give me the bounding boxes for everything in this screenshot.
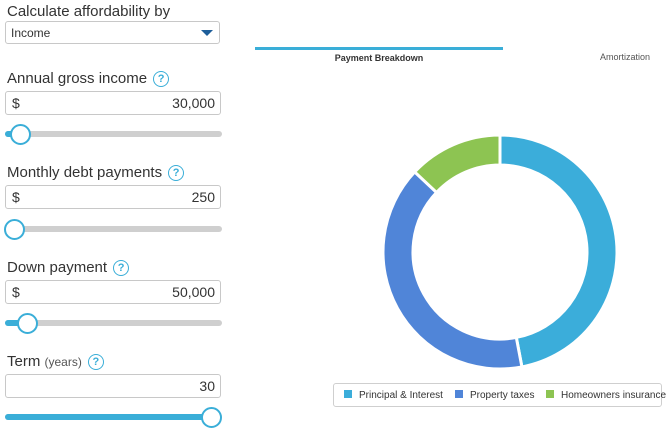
down-slider[interactable] xyxy=(5,313,222,334)
income-label: Annual gross income xyxy=(7,70,148,87)
term-unit: (years) xyxy=(44,355,82,369)
down-input[interactable]: $ 50,000 xyxy=(5,280,221,304)
currency-symbol: $ xyxy=(12,189,20,205)
debt-value: 250 xyxy=(191,189,215,205)
slider-thumb[interactable] xyxy=(10,124,32,145)
debt-slider[interactable] xyxy=(3,219,222,240)
debt-label: Monthly debt payments xyxy=(7,164,163,181)
chevron-down-icon xyxy=(201,30,213,36)
donut-slice-principal-interest[interactable] xyxy=(498,133,619,369)
legend-label: Principal & Interest xyxy=(359,390,443,401)
down-label: Down payment xyxy=(7,259,108,276)
legend-label: Property taxes xyxy=(470,390,535,401)
tab-payment-breakdown[interactable]: Payment Breakdown xyxy=(334,53,424,63)
term-slider[interactable] xyxy=(5,407,223,428)
help-icon[interactable]: ? xyxy=(153,71,170,87)
slider-thumb[interactable] xyxy=(3,219,25,240)
legend-swatch xyxy=(344,390,352,398)
income-input[interactable]: $ 30,000 xyxy=(5,91,221,115)
legend-swatch xyxy=(546,390,554,398)
calc-by-select[interactable]: Income xyxy=(5,21,220,44)
down-label-row: Down payment? xyxy=(7,259,130,276)
term-label: Term xyxy=(7,353,41,370)
term-input[interactable]: 30 xyxy=(5,374,221,398)
calc-by-value: Income xyxy=(11,26,51,40)
down-value: 50,000 xyxy=(172,284,215,300)
term-label-row: Term (years)? xyxy=(7,353,104,370)
legend-item[interactable]: Property taxes xyxy=(455,390,534,401)
currency-symbol: $ xyxy=(12,284,20,300)
legend-label: Homeowners insurance xyxy=(561,390,667,401)
calc-by-label: Calculate affordability by xyxy=(7,3,171,20)
donut-slice-property-taxes[interactable] xyxy=(381,169,524,371)
help-icon[interactable]: ? xyxy=(168,165,185,181)
active-tab-indicator xyxy=(255,47,503,50)
income-slider[interactable] xyxy=(5,124,222,145)
donut-slice-homeowners-insurance[interactable] xyxy=(412,133,502,195)
slider-thumb[interactable] xyxy=(16,313,38,334)
help-icon[interactable]: ? xyxy=(87,354,104,370)
income-label-row: Annual gross income? xyxy=(7,70,170,87)
legend-item[interactable]: Homeowners insurance xyxy=(546,390,666,401)
tab-amortization[interactable]: Amortization xyxy=(599,52,651,62)
slider-fill xyxy=(5,414,212,420)
income-value: 30,000 xyxy=(172,95,215,111)
legend-item[interactable]: Principal & Interest xyxy=(344,390,443,401)
chart-legend: Principal & Interest Property taxes Homeow… xyxy=(333,383,666,407)
debt-label-row: Monthly debt payments? xyxy=(7,164,185,181)
payment-breakdown-donut-chart xyxy=(381,133,619,371)
slider-fill xyxy=(5,320,27,326)
slider-thumb[interactable] xyxy=(201,407,223,428)
term-value: 30 xyxy=(199,378,215,394)
legend-swatch xyxy=(455,390,463,398)
currency-symbol: $ xyxy=(12,95,20,111)
debt-input[interactable]: $ 250 xyxy=(5,185,221,209)
help-icon[interactable]: ? xyxy=(113,260,130,276)
